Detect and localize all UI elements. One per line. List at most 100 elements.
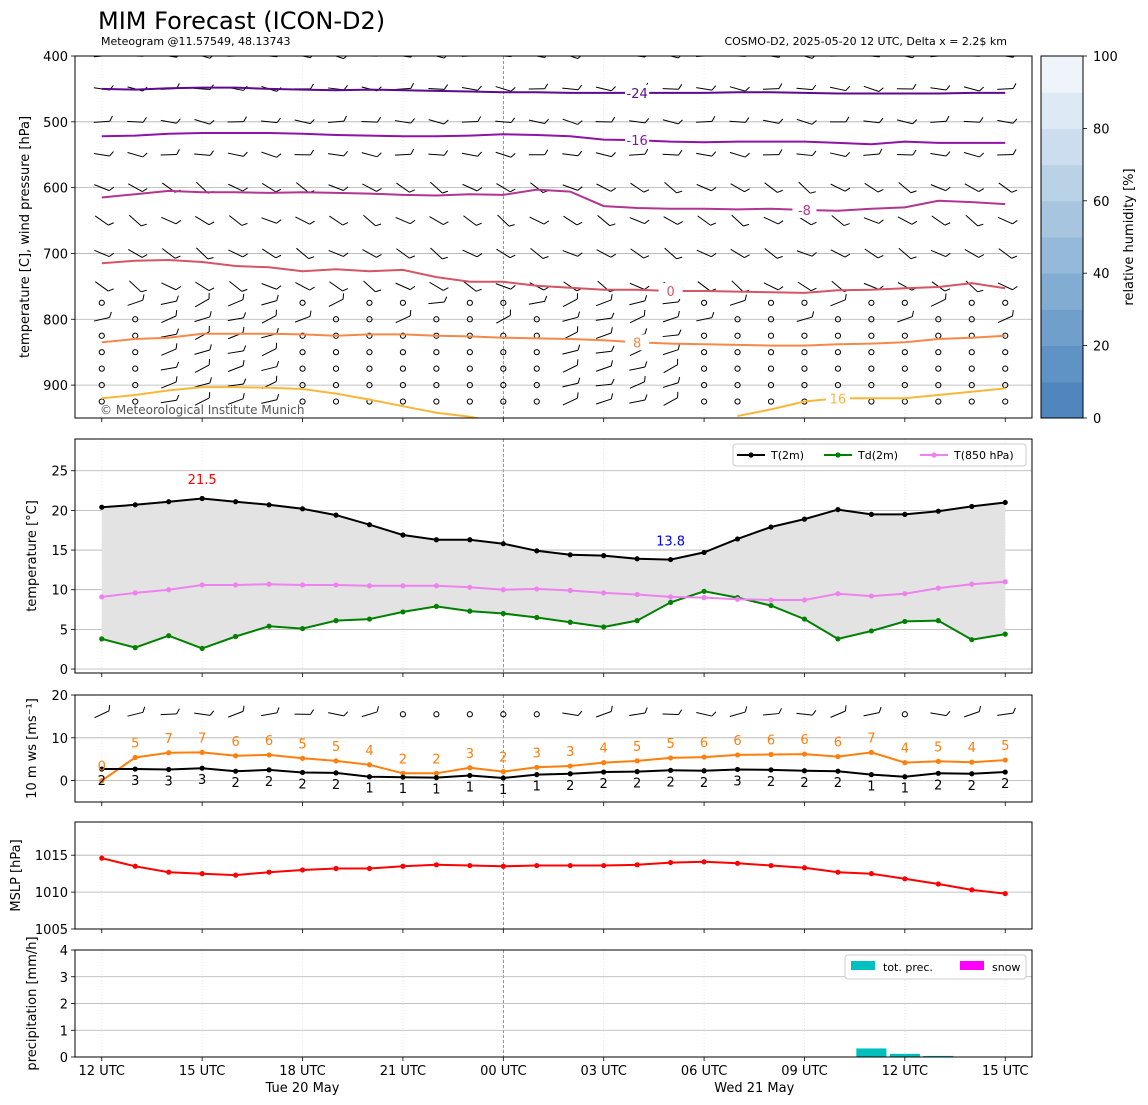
gust-value-label: 7 — [198, 731, 206, 746]
data-point — [768, 751, 774, 758]
wind-barb-flag — [544, 83, 549, 90]
wind-barb-staff — [262, 248, 277, 259]
wind-barb-staff — [663, 397, 678, 406]
wind-barb-staff — [997, 153, 1014, 156]
wind-barb-flag — [744, 152, 750, 158]
wind-barb-flag — [477, 151, 482, 157]
wind-barb-staff — [328, 184, 344, 191]
data-point — [634, 758, 640, 764]
y-tick-label: 1005 — [35, 923, 68, 938]
wind-barb-flag — [678, 84, 683, 90]
dewpoint-spread-fill — [101, 498, 1006, 649]
wind-barb — [831, 215, 850, 227]
mean-wind-value-label: 2 — [633, 777, 641, 792]
data-point — [132, 766, 138, 772]
wind-barb-staff — [662, 349, 679, 356]
data-point — [99, 636, 105, 642]
wind-barb — [463, 281, 482, 292]
wind-barb — [227, 705, 245, 718]
wind-barb-flag — [744, 86, 750, 92]
colorbar-tick-label: 40 — [1093, 267, 1110, 282]
wind-barb — [394, 148, 415, 156]
wind-barb-flag — [477, 116, 482, 122]
wind-barb-staff — [896, 119, 913, 125]
wind-barb-staff — [94, 710, 110, 719]
wind-barb-staff — [997, 712, 1014, 716]
wind-barb-flag — [176, 328, 180, 335]
wind-barb — [261, 151, 282, 158]
wind-barb-staff — [161, 282, 177, 291]
wind-barb — [361, 152, 382, 158]
data-point — [299, 625, 306, 632]
wind-barb-flag — [845, 116, 850, 123]
wind-barb-flag — [610, 253, 617, 258]
wind-barb-staff — [562, 316, 579, 322]
isotherm-label: -16 — [627, 134, 648, 149]
data-point — [199, 495, 205, 502]
wind-barb-flag — [309, 286, 315, 291]
mean-wind-value-label: 2 — [767, 775, 775, 790]
wind-barb — [762, 149, 783, 156]
wind-barb — [664, 247, 683, 260]
wind-barb-staff — [562, 87, 579, 91]
wind-barb-staff — [196, 247, 209, 260]
y-tick-label: 900 — [43, 379, 68, 394]
wind-barb-staff — [662, 153, 679, 156]
data-point — [366, 616, 373, 622]
calm-wind-circle — [734, 381, 741, 389]
data-point — [668, 859, 674, 866]
wind-barb — [930, 184, 951, 192]
wind-barb-staff — [997, 119, 1014, 124]
wind-barb-staff — [663, 364, 678, 374]
calm-wind-circle — [868, 332, 875, 339]
wind-barb-flag — [208, 287, 215, 292]
wind-barb-staff — [160, 300, 177, 305]
wind-barb-staff — [195, 281, 210, 292]
data-point — [199, 765, 205, 771]
wind-barb-staff — [160, 399, 177, 404]
data-point — [835, 754, 841, 760]
chart-title: MIM Forecast (ICON-D2) — [98, 7, 385, 35]
wind-barb — [562, 311, 581, 322]
wind-barb-staff — [328, 153, 344, 157]
wind-barb-flag — [209, 311, 212, 318]
wind-barb-staff — [194, 153, 211, 156]
chart-subtitle-location: Meteogram @11.57549, 48.13743 — [101, 35, 291, 48]
wind-barb-staff — [696, 184, 712, 192]
colorbar-tick-label: 0 — [1093, 412, 1101, 427]
data-point — [902, 618, 908, 625]
wind-barb-staff — [495, 283, 511, 290]
wind-barb-staff — [227, 317, 244, 322]
wind-barb-flag — [410, 118, 415, 124]
wind-barb — [261, 342, 278, 357]
calm-wind-circle — [533, 349, 540, 356]
data-point — [734, 766, 741, 773]
data-point — [835, 869, 841, 875]
gust-value-label: 3 — [533, 746, 541, 761]
wind-barb-staff — [328, 249, 344, 257]
wind-barb — [194, 377, 212, 388]
wind-barb-flag — [609, 223, 616, 227]
data-point — [534, 862, 540, 869]
wind-barb-staff — [896, 153, 913, 156]
wind-barb — [663, 358, 679, 374]
x-tick-label: 12 UTC — [79, 1064, 125, 1079]
y-tick-label: 25 — [51, 465, 68, 480]
wind-barb-flag — [878, 706, 882, 713]
wind-barb-staff — [965, 214, 979, 227]
wind-barb — [697, 215, 717, 226]
legend-label: Td(2m) — [857, 449, 898, 462]
calm-wind-circle — [935, 398, 942, 405]
wind-barb-staff — [863, 153, 880, 156]
wind-barb — [796, 84, 817, 91]
wind-barb-flag — [442, 256, 448, 260]
calm-wind-circle — [399, 711, 407, 718]
wind-barb — [160, 295, 179, 305]
calm-wind-circle — [132, 381, 139, 389]
data-point — [233, 753, 239, 759]
wind-barb-staff — [194, 397, 210, 406]
wind-barb-flag — [141, 188, 148, 192]
wind-barb-staff — [261, 120, 278, 124]
wind-barb — [595, 345, 615, 354]
wind-barb — [762, 83, 783, 90]
